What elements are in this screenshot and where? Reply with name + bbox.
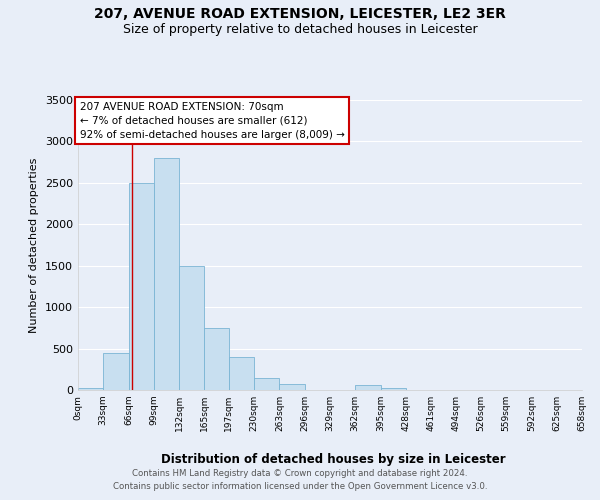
Bar [179, 266, 205, 390]
Bar [205, 328, 229, 390]
Text: Contains HM Land Registry data © Crown copyright and database right 2024.
Contai: Contains HM Land Registry data © Crown c… [113, 470, 487, 491]
Bar [254, 378, 280, 390]
Bar [355, 385, 380, 390]
Bar [154, 158, 179, 390]
Bar [103, 352, 128, 390]
Text: Distribution of detached houses by size in Leicester: Distribution of detached houses by size … [161, 452, 505, 466]
Bar [78, 388, 103, 390]
Bar [128, 183, 154, 390]
Text: 207 AVENUE ROAD EXTENSION: 70sqm
← 7% of detached houses are smaller (612)
92% o: 207 AVENUE ROAD EXTENSION: 70sqm ← 7% of… [80, 102, 344, 140]
Bar [280, 384, 305, 390]
Bar [380, 388, 406, 390]
Bar [229, 357, 254, 390]
Y-axis label: Number of detached properties: Number of detached properties [29, 158, 40, 332]
Text: Size of property relative to detached houses in Leicester: Size of property relative to detached ho… [122, 22, 478, 36]
Text: 207, AVENUE ROAD EXTENSION, LEICESTER, LE2 3ER: 207, AVENUE ROAD EXTENSION, LEICESTER, L… [94, 8, 506, 22]
